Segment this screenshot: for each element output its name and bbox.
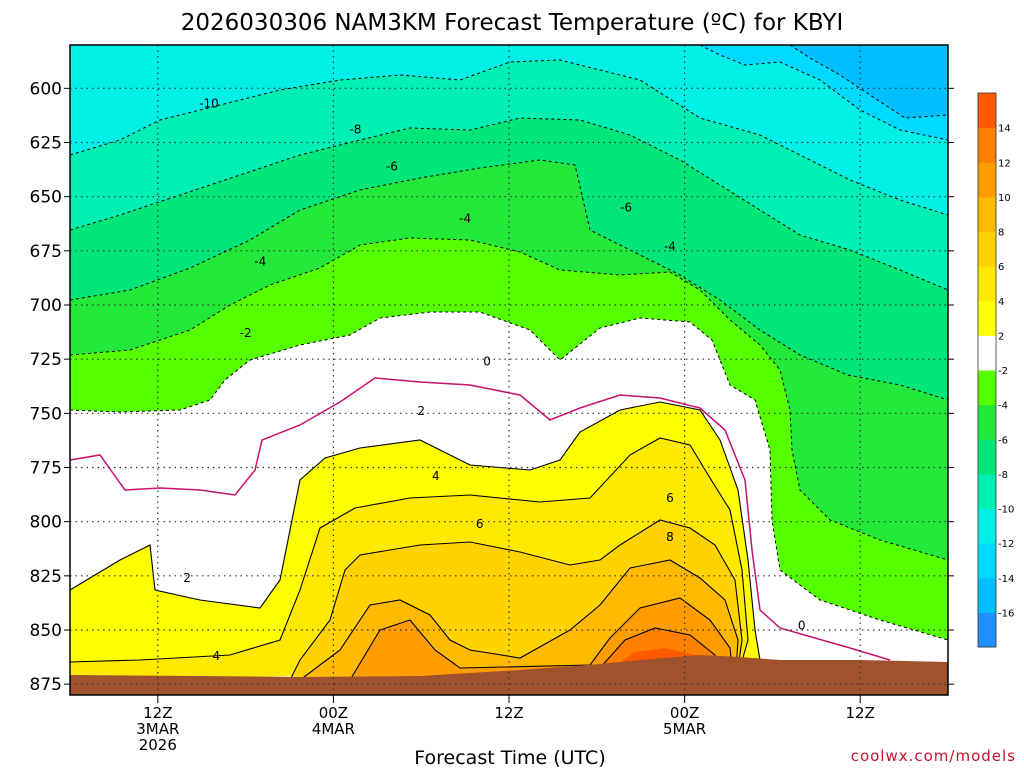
contour-label: 2 (417, 404, 425, 418)
colorbar-label: 14 (998, 124, 1011, 135)
contour-label: 6 (476, 517, 484, 531)
isotherm-minus-4 (69, 237, 949, 561)
contour-label: -6 (386, 159, 398, 173)
colorbar-swatch (978, 508, 996, 544)
colorbar-swatch (978, 473, 996, 509)
y-tick-label: 600 (30, 79, 62, 99)
x-tick-label: 12Z (143, 704, 172, 722)
colorbar-label: 4 (998, 297, 1004, 308)
isotherm-minus-6 (69, 159, 949, 401)
y-tick-label: 825 (30, 567, 62, 587)
colorbar-swatch (978, 162, 996, 198)
colorbar-swatch (978, 404, 996, 440)
x-tick-label: 4MAR (312, 720, 355, 738)
x-tick-label: 2026 (139, 736, 177, 754)
x-tick-label: 3MAR (136, 720, 179, 738)
colorbar-swatch (978, 439, 996, 475)
contour-label: 4 (432, 469, 440, 483)
colorbar-swatch (978, 370, 996, 406)
colorbar-label: 8 (998, 228, 1004, 239)
colorbar-label: -14 (998, 574, 1014, 585)
colorbar-swatch (978, 612, 996, 648)
colorbar-swatch (978, 335, 996, 371)
y-tick-label: 775 (30, 459, 62, 479)
contour-label: 8 (666, 530, 674, 544)
colorbar-swatch (978, 577, 996, 613)
y-tick-label: 700 (30, 296, 62, 316)
colorbar-frame (977, 92, 997, 648)
isotherm-minus-8 (69, 117, 949, 291)
colorbar-swatch (978, 543, 996, 579)
colorbar-label: 2 (998, 331, 1004, 342)
terrain (70, 655, 948, 695)
chart-title: 2026030306 NAM3KM Forecast Temperature (… (181, 10, 843, 36)
x-tick-label: 5MAR (663, 720, 706, 738)
isotherm-minus-14 (789, 44, 949, 119)
isotherm-6 (289, 519, 743, 681)
isotherm-2 (69, 401, 761, 661)
contour-labels: -10 -8 -6 -6 -4 -4 -4 -2 0 0 2 2 4 4 6 6 8 (183, 97, 805, 664)
y-tick-label: 650 (30, 188, 62, 208)
x-tick-label: 00Z (670, 704, 699, 722)
y-tick-label: 875 (30, 675, 62, 695)
colorbar-label: -8 (998, 470, 1008, 481)
contour-label: -10 (199, 97, 219, 111)
positive-isotherms (69, 401, 761, 681)
colorbar-label: -6 (998, 435, 1008, 446)
contour-label: -4 (459, 211, 471, 225)
colorbar-label: 10 (998, 193, 1011, 204)
contour-label: -8 (349, 123, 361, 137)
colorbar-label: -10 (998, 505, 1014, 516)
colorbar-swatch (978, 300, 996, 336)
contour-label: -2 (240, 326, 252, 340)
isotherm-minus-10 (69, 59, 949, 216)
colorbar-label: 12 (998, 158, 1011, 169)
contour-label: -4 (254, 255, 266, 269)
isotherm-minus-12 (699, 44, 949, 141)
isotherm-4 (69, 437, 749, 669)
credit-link[interactable]: coolwx.com/models (851, 747, 1016, 765)
contour-label: 0 (483, 354, 491, 368)
colorbar-swatch (978, 127, 996, 163)
y-tick-label: 800 (30, 513, 62, 533)
colorbar-label: -16 (998, 608, 1014, 619)
x-tick-label: 12Z (846, 704, 875, 722)
contour-label: 0 (798, 619, 806, 633)
x-tick-label: 12Z (494, 704, 523, 722)
contour-label: 4 (213, 649, 221, 663)
contour-label: 2 (183, 571, 191, 585)
y-tick-label: 725 (30, 350, 62, 370)
grid (70, 45, 948, 695)
colorbar-label: -4 (998, 401, 1008, 412)
colorbar-label: 6 (998, 262, 1004, 273)
isotherm-8 (299, 559, 739, 681)
y-tick-label: 850 (30, 621, 62, 641)
contour-label: -4 (664, 240, 676, 254)
isotherm-zero (69, 377, 891, 661)
colorbar-label: -2 (998, 366, 1008, 377)
colorbar: -16 -14 -12 -10 -8 -6 -4 -2 2 4 6 8 10 12 14 (977, 92, 1014, 648)
contour-label: 6 (666, 491, 674, 505)
plot-area: -10 -8 -6 -6 -4 -4 -4 -2 0 0 2 2 4 4 6 6 8 (69, 44, 949, 696)
y-tick-label: 750 (30, 404, 62, 424)
negative-isotherms (69, 44, 949, 641)
colorbar-label: -12 (998, 539, 1014, 550)
y-tick-label: 625 (30, 134, 62, 154)
band-minus-16 (790, 45, 948, 118)
x-axis-title: Forecast Time (UTC) (414, 747, 605, 768)
contour-label: -6 (620, 201, 632, 215)
colorbar-swatch (978, 231, 996, 267)
y-tick-label: 675 (30, 242, 62, 262)
isotherm-10 (349, 597, 733, 681)
colorbar-swatch (978, 196, 996, 232)
colorbar-swatch (978, 266, 996, 302)
x-tick-label: 00Z (319, 704, 348, 722)
colorbar-swatch (978, 93, 996, 129)
